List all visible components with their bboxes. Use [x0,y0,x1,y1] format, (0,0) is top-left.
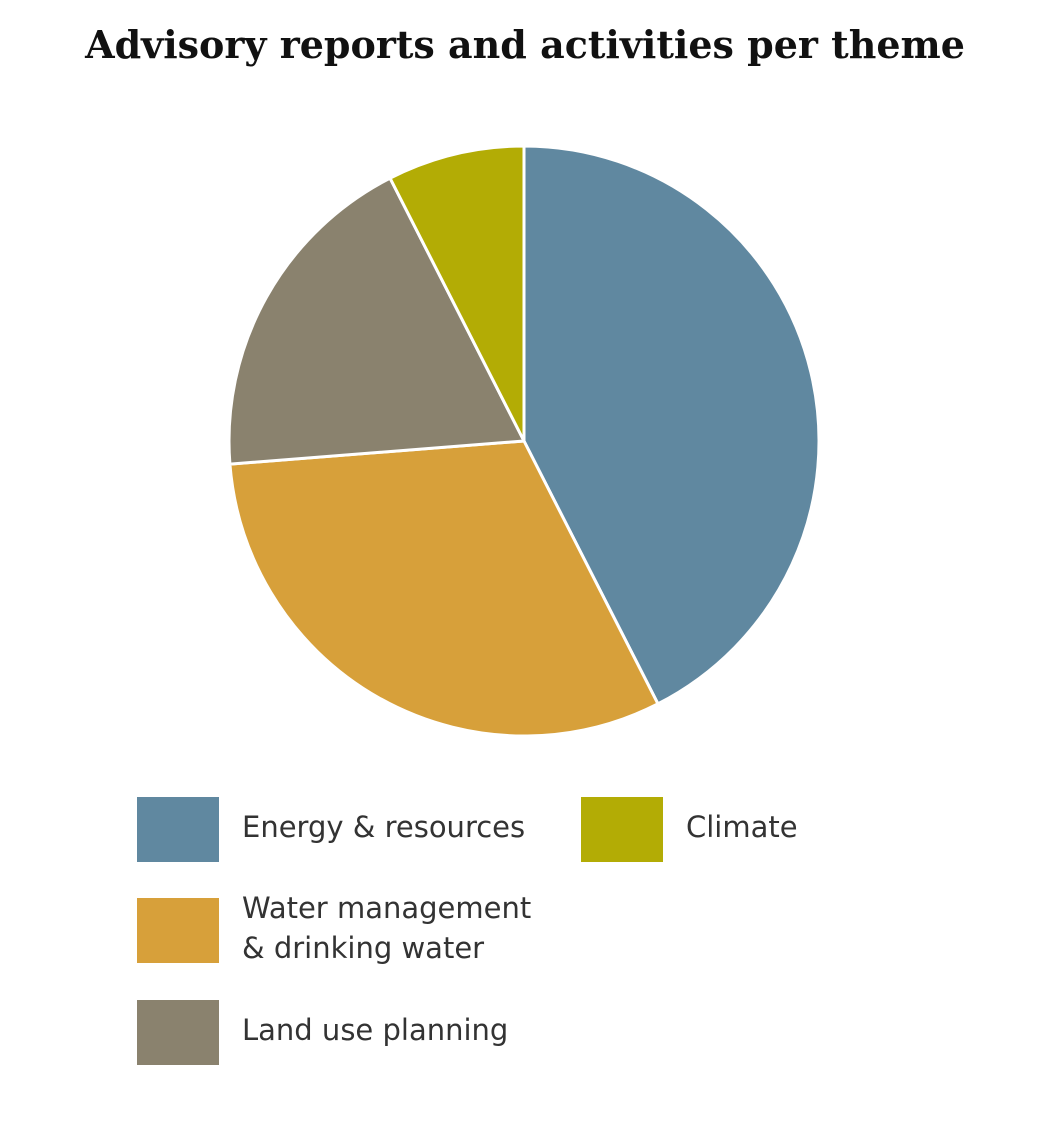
legend-label-land-use-planning: Land use planning [242,1013,509,1047]
pie-slice-water-management-drinking-water [228,439,660,738]
pie-chart [227,144,821,738]
chart-title: Advisory reports and activities per them… [85,22,965,67]
legend-swatch-land-use-planning [137,1000,219,1065]
legend-item-land-use-planning: Land use planning [137,1000,542,1065]
legend-swatch-water-management [137,898,219,963]
legend-item-climate: Climate [581,797,986,862]
legend-label-water-management: Water management & drinking water [242,891,532,965]
pie-slice-climate [388,144,526,443]
legend-item-energy-resources: Energy & resources [137,797,542,862]
legend-swatch-energy-resources [137,797,219,862]
legend-label-energy-resources: Energy & resources [242,810,526,844]
pie-slice-land-use-planning [227,176,526,466]
pie-slice-energy-resources [522,144,821,706]
legend-label-climate: Climate [686,810,798,844]
legend-item-water-management: Water management & drinking water [137,891,542,968]
legend-swatch-climate [581,797,663,862]
